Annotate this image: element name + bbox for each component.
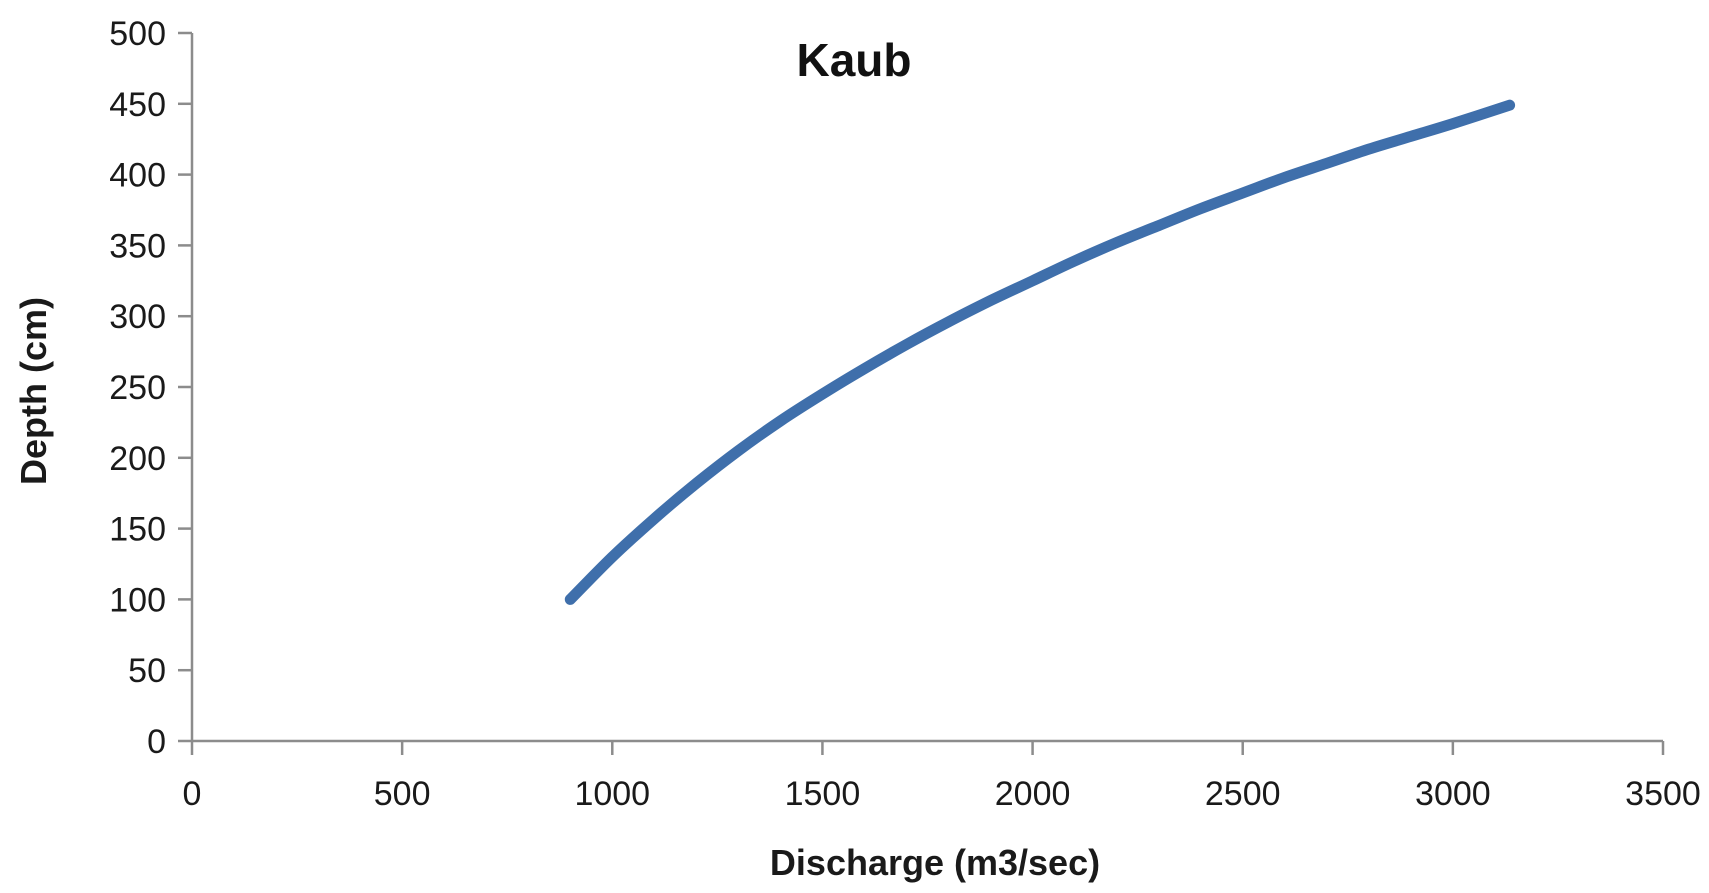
y-tick-label: 400 [109,157,166,195]
y-tick-label: 50 [128,652,166,690]
y-tick-label: 100 [109,581,166,619]
x-tick-label: 3500 [1625,775,1701,813]
x-axis: 0 500 1000 1500 2000 2500 3000 3500 [183,739,1701,813]
series-line-0 [564,99,1516,605]
y-axis-title: Depth (cm) [13,297,54,485]
y-tick-label: 0 [147,723,166,761]
y-tick-label: 150 [109,511,166,549]
x-tick-label: 500 [374,775,431,813]
x-axis-title: Discharge (m3/sec) [770,842,1100,883]
y-axis: 0 50 100 150 200 250 300 350 400 450 500 [109,15,194,761]
x-tick-label: 2500 [1205,775,1281,813]
plot-series [564,99,1516,605]
y-tick-label: 250 [109,369,166,407]
x-tick-label: 1000 [574,775,650,813]
chart-title: Kaub [797,34,912,86]
y-tick-label: 200 [109,440,166,478]
y-tick-label: 450 [109,86,166,124]
x-tick-label: 3000 [1415,775,1491,813]
x-tick-label: 0 [183,775,202,813]
x-tick-label: 1500 [785,775,861,813]
y-tick-label: 300 [109,298,166,336]
x-tick-label: 2000 [995,775,1071,813]
y-tick-label: 500 [109,15,166,53]
y-tick-label: 350 [109,227,166,265]
